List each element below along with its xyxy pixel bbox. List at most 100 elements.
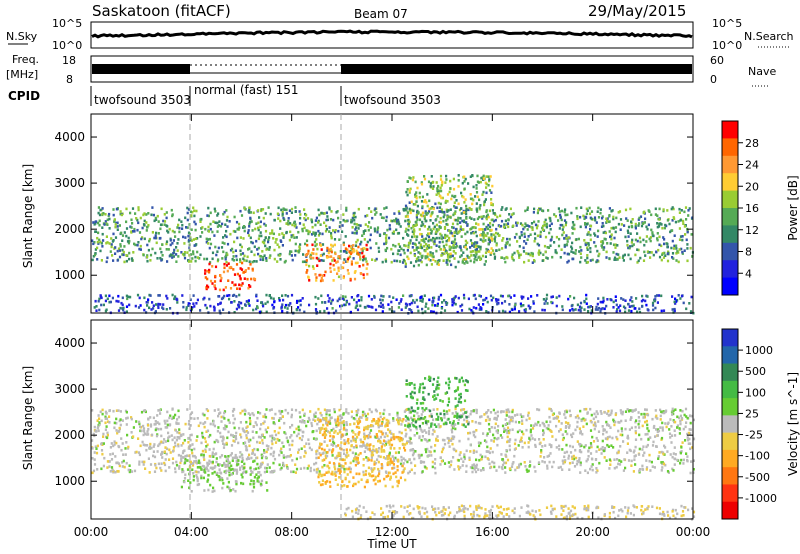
power-cell bbox=[415, 200, 418, 203]
velocity-cell bbox=[429, 450, 432, 454]
power-cell bbox=[666, 259, 670, 263]
power-cell bbox=[559, 223, 562, 227]
velocity-cell bbox=[139, 425, 142, 429]
velocity-cell bbox=[547, 427, 550, 431]
power-cell bbox=[470, 208, 473, 211]
power-cell bbox=[446, 193, 450, 196]
power-cell bbox=[620, 297, 623, 300]
power-cell bbox=[626, 243, 629, 247]
power-cell bbox=[98, 297, 101, 301]
velocity-cell bbox=[676, 458, 679, 462]
power-cell bbox=[566, 252, 569, 256]
nsky-tick-bottom: 10^0 bbox=[52, 39, 82, 52]
velocity-cell bbox=[314, 419, 317, 423]
power-cell bbox=[401, 261, 405, 264]
velocity-cell bbox=[549, 408, 552, 411]
velocity-cell bbox=[676, 424, 679, 427]
power-cell bbox=[508, 243, 511, 247]
power-cell bbox=[485, 182, 488, 186]
power-cell bbox=[478, 198, 481, 202]
power-cell bbox=[539, 251, 542, 255]
velocity-cell bbox=[293, 430, 296, 434]
power-cell bbox=[329, 247, 332, 251]
power-cell bbox=[155, 231, 158, 235]
power-cell bbox=[132, 251, 135, 254]
power-cell bbox=[196, 250, 199, 254]
power-cell bbox=[303, 226, 306, 230]
power-cell bbox=[595, 260, 598, 264]
power-cell bbox=[608, 257, 611, 260]
velocity-cell bbox=[311, 430, 314, 434]
velocity-cell bbox=[547, 454, 551, 458]
power-cell bbox=[482, 177, 485, 180]
power-cell bbox=[263, 222, 266, 226]
power-cell bbox=[366, 225, 370, 228]
power-cell bbox=[282, 298, 285, 302]
power-cell bbox=[218, 224, 221, 227]
power-cell bbox=[437, 228, 440, 231]
power-cell bbox=[284, 294, 287, 297]
velocity-cell bbox=[595, 471, 598, 474]
velocity-cell bbox=[315, 429, 318, 433]
power-cell bbox=[673, 300, 676, 304]
velocity-cell bbox=[204, 421, 207, 424]
power-cell bbox=[110, 237, 113, 240]
power-cell bbox=[479, 204, 482, 207]
velocity-cell bbox=[593, 412, 596, 416]
power-cell bbox=[576, 217, 579, 221]
power-cell bbox=[114, 246, 117, 249]
power-cell bbox=[258, 234, 261, 238]
power-cell bbox=[638, 222, 641, 225]
power-cell bbox=[511, 213, 514, 216]
power-cell bbox=[355, 249, 358, 253]
velocity-cell bbox=[539, 455, 542, 458]
power-cell bbox=[531, 228, 534, 231]
velocity-cell bbox=[368, 431, 371, 435]
power-cell bbox=[227, 279, 230, 282]
power-cell bbox=[481, 254, 484, 258]
power-cell bbox=[437, 192, 440, 195]
velocity-cell bbox=[491, 460, 494, 464]
power-cell bbox=[288, 304, 291, 307]
power-cell bbox=[344, 220, 347, 223]
power-cell bbox=[658, 222, 661, 226]
power-cell bbox=[407, 218, 410, 222]
power-cell bbox=[328, 230, 331, 233]
power-cell bbox=[293, 236, 296, 239]
freq-tick-top: 18 bbox=[62, 54, 76, 67]
velocity-cell bbox=[208, 448, 211, 451]
velocity-cell bbox=[220, 454, 224, 457]
velocity-cell bbox=[201, 412, 204, 416]
power-cell bbox=[312, 231, 315, 234]
power-cell bbox=[670, 207, 673, 211]
power-cell bbox=[426, 255, 429, 259]
velocity-cell bbox=[643, 412, 646, 416]
power-cell bbox=[205, 240, 208, 244]
power-cell bbox=[96, 258, 99, 261]
power-cell bbox=[421, 307, 424, 311]
power-cell bbox=[247, 248, 250, 251]
velocity-cell bbox=[361, 410, 365, 414]
power-cell bbox=[435, 223, 438, 227]
power-cell bbox=[404, 302, 408, 306]
power-cell bbox=[106, 297, 109, 301]
power-cell bbox=[612, 306, 615, 309]
power-cell bbox=[498, 225, 501, 228]
power-cell bbox=[329, 270, 332, 273]
power-cell bbox=[666, 252, 669, 256]
velocity-cell bbox=[165, 447, 169, 451]
power-cell bbox=[176, 249, 179, 252]
power-cell bbox=[445, 208, 448, 212]
power-cell bbox=[362, 255, 365, 259]
power-cell bbox=[257, 221, 260, 225]
power-cell bbox=[345, 260, 348, 263]
velocity-cell bbox=[349, 467, 352, 471]
power-cell bbox=[461, 181, 464, 185]
power-cell bbox=[678, 227, 681, 230]
power-cell bbox=[358, 265, 361, 268]
velocity-cell bbox=[528, 417, 531, 420]
power-cell bbox=[416, 218, 419, 221]
velocity-cell bbox=[147, 424, 150, 427]
power-cell bbox=[421, 254, 424, 258]
power-cell bbox=[366, 304, 369, 308]
